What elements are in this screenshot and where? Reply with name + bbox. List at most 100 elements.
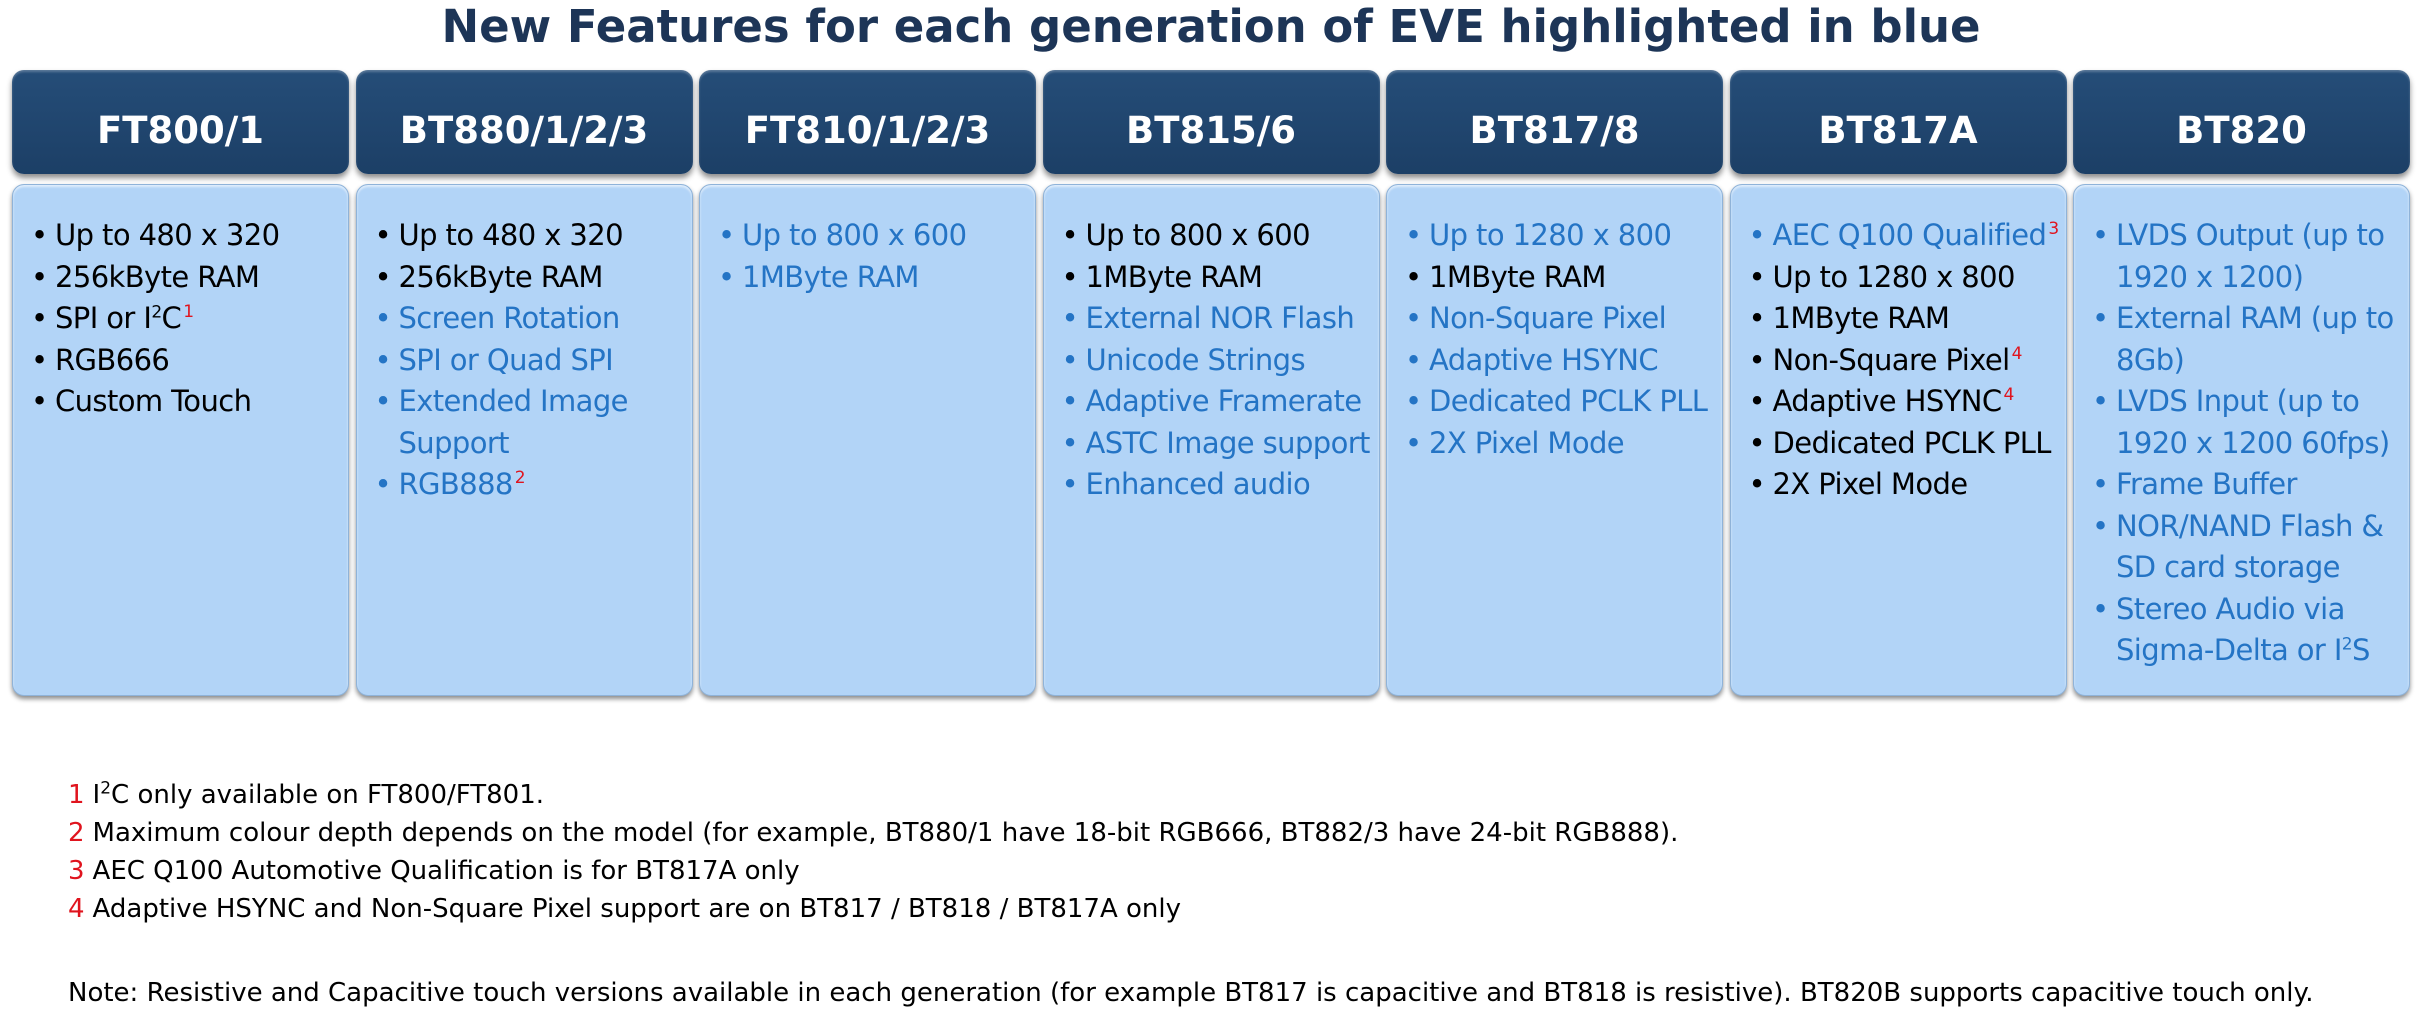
- feature-text: Up to 1280 x 800: [1429, 218, 1672, 252]
- feature-item: 2X Pixel Mode: [1405, 423, 1718, 465]
- feature-item: ASTC Image support: [1062, 423, 1375, 465]
- feature-item: 2X Pixel Mode: [1749, 464, 2062, 506]
- footnote-item: 4 Adaptive HSYNC and Non-Square Pixel sup…: [68, 890, 1678, 928]
- feature-text: 256kByte RAM: [55, 259, 260, 294]
- footnote-marker: 2: [514, 468, 526, 489]
- feature-text: Frame Buffer: [2116, 467, 2297, 501]
- feature-item: Up to 480 x 320: [375, 215, 688, 257]
- feature-text-tail: S: [2352, 633, 2370, 667]
- column-title: BT815/6: [1126, 109, 1296, 152]
- feature-text: LVDS Input (up to 1920 x 1200 60fps): [2116, 384, 2390, 460]
- column-title: BT820: [2176, 109, 2307, 152]
- feature-text: Up to 800 x 600: [742, 218, 967, 252]
- feature-text: 1MByte RAM: [1772, 301, 1950, 335]
- footnote-number: 4: [68, 894, 85, 924]
- column-header: BT815/6: [1042, 70, 1380, 174]
- feature-item: Up to 1280 x 800: [1749, 257, 2062, 299]
- column-header: BT817/8: [1386, 70, 1723, 174]
- column-body: Up to 480 x 320256kByte RAMSPI or I2C1RG…: [12, 184, 349, 696]
- feature-item: 256kByte RAM: [375, 257, 688, 299]
- feature-list: LVDS Output (up to 1920 x 1200)External …: [2074, 185, 2409, 672]
- column-body: AEC Q100 Qualified3Up to 1280 x 800 1MByt…: [1729, 184, 2067, 696]
- feature-text: Up to 800 x 600: [1085, 218, 1311, 252]
- feature-item: Up to 800 x 600: [718, 215, 1031, 257]
- feature-text: External RAM (up to 8Gb): [2116, 301, 2394, 377]
- touch-note: Note: Resistive and Capacitive touch ver…: [68, 978, 2314, 1008]
- feature-text: ASTC Image support: [1085, 425, 1371, 460]
- feature-item: Up to 800 x 600: [1062, 215, 1375, 257]
- footnote-text-tail: C only available on FT800/FT801.: [111, 780, 545, 810]
- footnote-item: 3 AEC Q100 Automotive Qualification is fo…: [68, 852, 1678, 890]
- feature-item: External RAM (up to 8Gb): [2092, 298, 2405, 381]
- footnote-number: 2: [68, 818, 85, 848]
- footnotes: 1 I2C only available on FT800/FT801. 2 Maxi…: [68, 776, 1678, 928]
- page-title: New Features for each generation of EVE …: [441, 0, 1981, 53]
- feature-text: Non-Square Pixel: [1772, 342, 2011, 377]
- feature-item: 1MByte RAM: [718, 257, 1031, 299]
- feature-text: Non-Square Pixel: [1429, 301, 1667, 335]
- column-header: FT810/1/2/3: [699, 70, 1036, 174]
- feature-item: Up to 480 x 320: [31, 215, 344, 257]
- footnote-text: AEC Q100 Automotive Qualification is for…: [92, 856, 800, 886]
- column-body: Up to 1280 x 800 1MByte RAM Non-Square Pix…: [1386, 184, 1723, 696]
- column-title: BT880/1/2/3: [399, 109, 649, 152]
- column-title: BT817/8: [1469, 109, 1640, 152]
- column-header: BT817A: [1729, 70, 2067, 174]
- feature-text: Unicode Strings: [1085, 342, 1306, 377]
- feature-item: Non-Square Pixel: [1405, 298, 1718, 340]
- footnote-marker: 1: [183, 302, 194, 323]
- feature-text: 1MByte RAM: [742, 259, 919, 294]
- feature-item: Screen Rotation: [375, 298, 688, 340]
- footnote-text: I: [92, 780, 101, 810]
- feature-item: Up to 1280 x 800: [1405, 215, 1718, 257]
- feature-text: 1MByte RAM: [1429, 259, 1606, 294]
- feature-item: RGB666: [31, 340, 344, 382]
- column-body: LVDS Output (up to 1920 x 1200)External …: [2073, 184, 2410, 696]
- feature-text: Adaptive HSYNC: [1429, 342, 1659, 377]
- feature-text: Screen Rotation: [398, 301, 621, 335]
- column-header: BT880/1/2/3: [355, 70, 693, 174]
- feature-text: 1MByte RAM: [1085, 259, 1263, 294]
- column-body: Up to 800 x 600 1MByte RAM External NOR Fl…: [1042, 184, 1380, 696]
- feature-item: LVDS Output (up to 1920 x 1200): [2092, 215, 2405, 298]
- footnote-text: Maximum colour depth depends on the mode…: [92, 818, 1679, 848]
- feature-text: SPI or I: [55, 301, 152, 335]
- feature-item: 1MByte RAM: [1062, 257, 1375, 299]
- feature-text: 2X Pixel Mode: [1429, 425, 1625, 460]
- feature-item: 1MByte RAM: [1405, 257, 1718, 299]
- feature-text: Up to 1280 x 800: [1772, 259, 2016, 294]
- feature-text: Dedicated PCLK PLL: [1772, 425, 2052, 460]
- feature-item: SPI or Quad SPI: [375, 340, 688, 382]
- footnote-item: 1 I2C only available on FT800/FT801.: [68, 776, 1678, 814]
- feature-text: Up to 480 x 320: [398, 218, 624, 252]
- feature-item: 1MByte RAM: [1749, 298, 2062, 340]
- feature-list: Up to 480 x 320 256kByte RAM Screen Rotati…: [357, 185, 692, 506]
- footnote-number: 1: [68, 780, 85, 810]
- column-header: FT800/1: [12, 70, 349, 174]
- feature-item: External NOR Flash: [1062, 298, 1375, 340]
- feature-item: Dedicated PCLK PLL: [1749, 423, 2062, 465]
- feature-text: Up to 480 x 320: [55, 218, 280, 252]
- feature-item: Unicode Strings: [1062, 340, 1375, 382]
- feature-text: Adaptive HSYNC: [1772, 384, 2003, 418]
- feature-superscript: 2: [151, 302, 162, 323]
- footnote-text: Adaptive HSYNC and Non-Square Pixel supp…: [92, 894, 1181, 924]
- column-title: FT800/1: [96, 109, 264, 152]
- feature-text: External NOR Flash: [1085, 301, 1355, 335]
- feature-list: Up to 800 x 600 1MByte RAM: [700, 185, 1035, 298]
- feature-text-tail: C: [161, 301, 182, 335]
- feature-text: Adaptive Framerate: [1085, 384, 1363, 418]
- feature-item: LVDS Input (up to 1920 x 1200 60fps): [2092, 381, 2405, 464]
- column-body: Up to 800 x 600 1MByte RAM: [699, 184, 1036, 696]
- feature-text: NOR/NAND Flash & SD card storage: [2116, 508, 2384, 585]
- feature-list: Up to 800 x 600 1MByte RAM External NOR Fl…: [1044, 185, 1379, 506]
- feature-text: RGB666: [55, 342, 170, 377]
- feature-text: LVDS Output (up to 1920 x 1200): [2116, 218, 2385, 294]
- feature-text: 256kByte RAM: [398, 259, 604, 294]
- feature-item: Adaptive Framerate: [1062, 381, 1375, 423]
- feature-list: AEC Q100 Qualified3Up to 1280 x 800 1MByt…: [1731, 185, 2066, 506]
- feature-text: Stereo Audio via Sigma-Delta or I: [2116, 591, 2345, 668]
- footnote-item: 2 Maximum colour depth depends on the mod…: [68, 814, 1678, 852]
